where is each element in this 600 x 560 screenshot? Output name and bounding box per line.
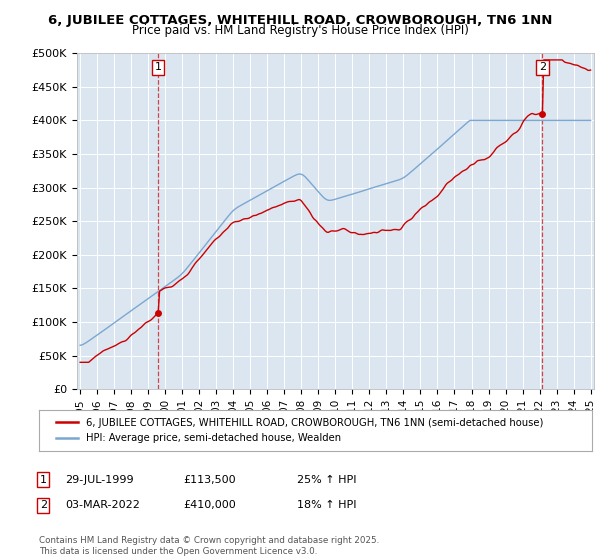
Text: Contains HM Land Registry data © Crown copyright and database right 2025.
This d: Contains HM Land Registry data © Crown c… xyxy=(39,536,379,556)
Text: £410,000: £410,000 xyxy=(183,500,236,510)
Text: 2: 2 xyxy=(40,500,47,510)
Text: 03-MAR-2022: 03-MAR-2022 xyxy=(65,500,140,510)
Text: 1: 1 xyxy=(154,62,161,72)
Text: 18% ↑ HPI: 18% ↑ HPI xyxy=(297,500,356,510)
Text: Price paid vs. HM Land Registry's House Price Index (HPI): Price paid vs. HM Land Registry's House … xyxy=(131,24,469,36)
Text: £113,500: £113,500 xyxy=(183,475,236,485)
Text: 25% ↑ HPI: 25% ↑ HPI xyxy=(297,475,356,485)
Text: 29-JUL-1999: 29-JUL-1999 xyxy=(65,475,133,485)
Text: 1: 1 xyxy=(40,475,47,485)
Text: 6, JUBILEE COTTAGES, WHITEHILL ROAD, CROWBOROUGH, TN6 1NN: 6, JUBILEE COTTAGES, WHITEHILL ROAD, CRO… xyxy=(48,14,552,27)
Legend: 6, JUBILEE COTTAGES, WHITEHILL ROAD, CROWBOROUGH, TN6 1NN (semi-detached house),: 6, JUBILEE COTTAGES, WHITEHILL ROAD, CRO… xyxy=(50,412,549,449)
Text: 2: 2 xyxy=(539,62,546,72)
